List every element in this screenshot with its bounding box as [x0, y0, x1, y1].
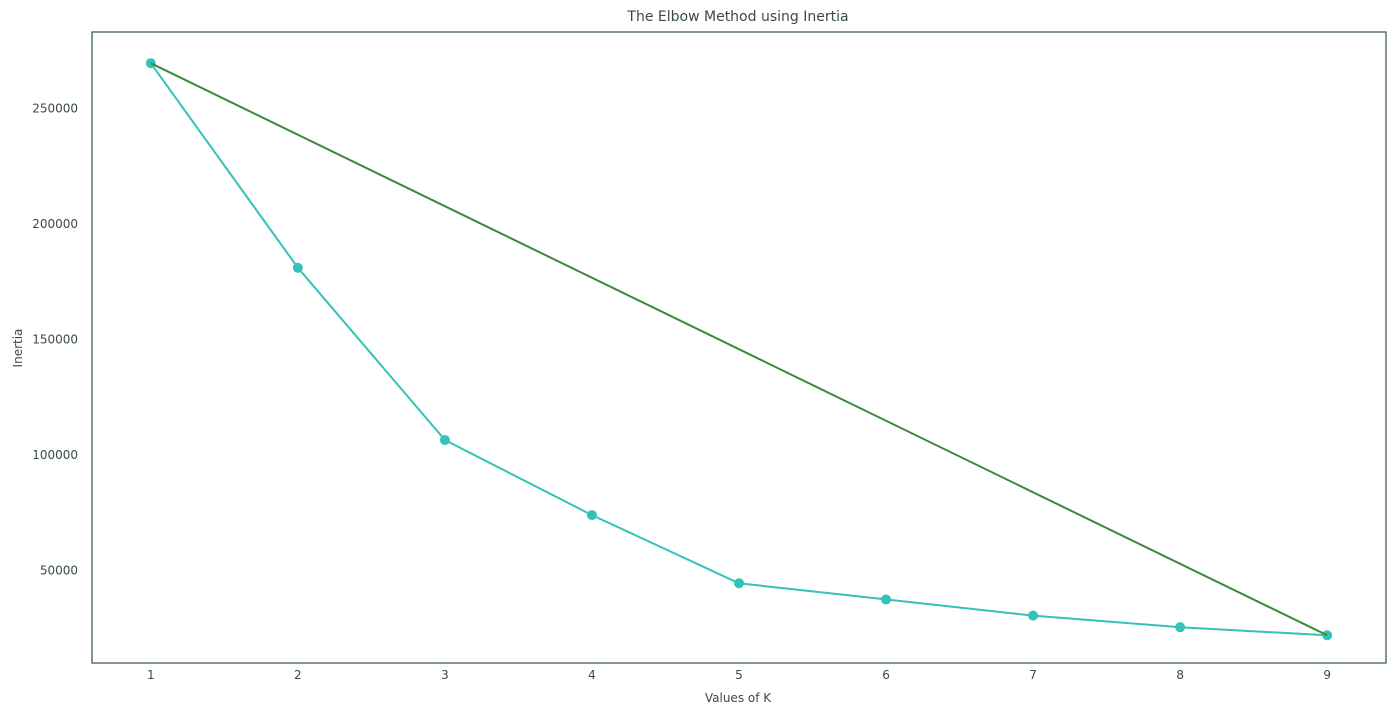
x-axis: 1 2 3 4 5 6 7 8 9: [147, 668, 1331, 682]
x-tick-label: 3: [441, 668, 449, 682]
data-point: [881, 594, 892, 605]
data-point: [439, 434, 450, 445]
data-point: [586, 510, 597, 521]
data-point: [734, 578, 744, 589]
y-tick-label: 100000: [32, 448, 78, 462]
x-tick-label: 7: [1029, 668, 1037, 682]
y-tick-label: 250000: [32, 101, 78, 115]
data-point: [1028, 610, 1039, 621]
y-tick-label: 150000: [32, 332, 78, 346]
x-tick-label: 6: [882, 668, 890, 682]
y-tick-label: 50000: [40, 564, 78, 578]
x-axis-label: Values of K: [705, 691, 772, 705]
plot-frame: [91, 31, 1387, 664]
data-point: [1175, 622, 1186, 633]
series-layer: [145, 58, 1333, 641]
x-tick-label: 4: [588, 668, 596, 682]
x-tick-label: 2: [294, 668, 302, 682]
y-axis: 50000 100000 150000 200000 250000: [32, 101, 78, 577]
data-point: [292, 262, 303, 273]
x-tick-label: 5: [735, 668, 743, 682]
y-axis-label: Inertia: [11, 329, 25, 368]
x-tick-label: 1: [147, 668, 155, 682]
x-tick-label: 9: [1323, 668, 1331, 682]
reference-line: [150, 62, 1328, 637]
x-tick-label: 8: [1176, 668, 1184, 682]
y-tick-label: 200000: [32, 217, 78, 231]
chart-title: The Elbow Method using Inertia: [626, 9, 848, 25]
